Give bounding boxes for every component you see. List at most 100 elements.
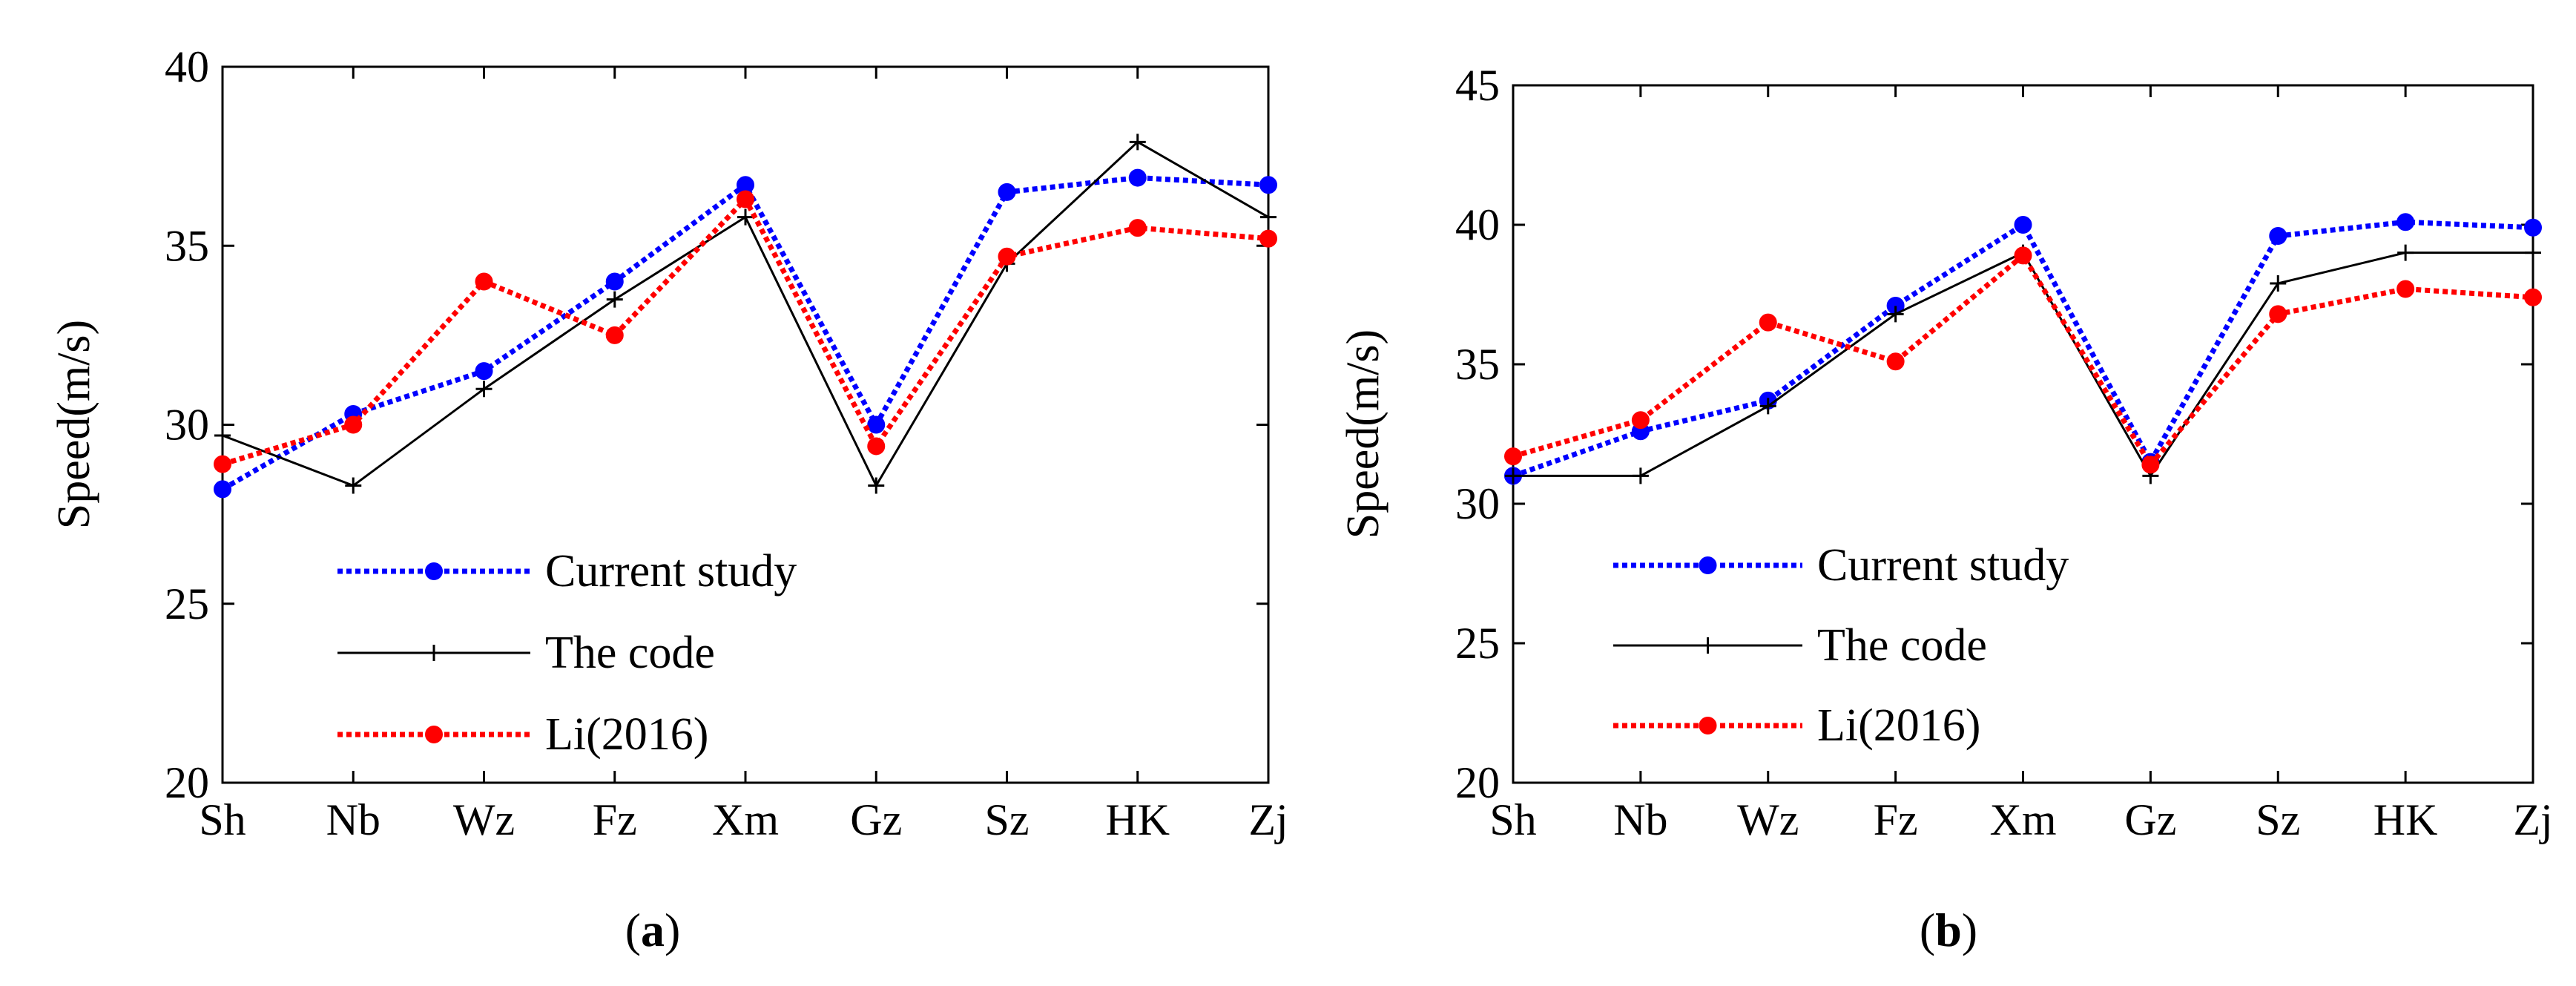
- x-tick-label: Sh: [199, 795, 246, 844]
- data-point: [998, 247, 1016, 266]
- legend: Current study The code Li(2016): [1613, 540, 2069, 751]
- y-tick-label: 20: [1455, 758, 1500, 807]
- data-point: [2141, 456, 2160, 474]
- y-tick-label: 40: [1455, 200, 1500, 249]
- data-point: [1631, 411, 1650, 430]
- y-axis-title: Speed(m/s): [49, 320, 99, 529]
- x-tick-label: Nb: [326, 795, 381, 844]
- panel-label: (a): [625, 904, 681, 956]
- legend-label: Li(2016): [545, 709, 708, 760]
- data-point: [2014, 216, 2032, 234]
- y-tick-label: 35: [165, 221, 209, 270]
- x-tick-label: Wz: [453, 795, 515, 844]
- y-axis-title: Speed(m/s): [1338, 329, 1389, 539]
- legend: Current study The code Li(2016): [337, 546, 797, 760]
- x-tick-label: Xm: [712, 795, 779, 844]
- legend-label: Current study: [545, 546, 797, 596]
- data-point: [2524, 218, 2542, 237]
- series-the-code: [214, 134, 1277, 494]
- data-point: [2524, 288, 2542, 306]
- series-line: [1512, 252, 2534, 467]
- data-point: [867, 437, 886, 456]
- data-point: [606, 291, 623, 308]
- x-tick-label: HK: [2374, 795, 2438, 844]
- data-point: [1129, 134, 1146, 151]
- x-tick-label: Zj: [2513, 795, 2552, 844]
- y-tick-label: 25: [165, 579, 209, 628]
- y-tick-label: 25: [1455, 619, 1500, 668]
- x-tick-label: Sh: [1489, 795, 1536, 844]
- x-tick-label: Sz: [2256, 795, 2300, 844]
- data-point: [214, 480, 231, 499]
- x-tick-label: Gz: [2124, 795, 2176, 844]
- data-point: [1759, 398, 1776, 415]
- series-li-2016: [1504, 246, 2542, 474]
- data-point: [2397, 213, 2415, 231]
- data-point: [605, 326, 624, 344]
- data-point: [345, 477, 362, 494]
- data-point: [1886, 352, 1905, 371]
- x-tick-label: Sz: [985, 795, 1030, 844]
- y-tick-label: 20: [165, 758, 209, 807]
- series-line: [221, 197, 1269, 467]
- data-point: [2269, 305, 2287, 323]
- legend-label: Li(2016): [1817, 700, 1980, 751]
- data-point: [1259, 229, 1277, 248]
- data-point: [1759, 313, 1777, 332]
- x-tick-label: Fz: [1874, 795, 1918, 844]
- plot-frame: [1512, 84, 2534, 784]
- data-point: [1128, 168, 1147, 187]
- series-line: [1513, 252, 2533, 477]
- legend-marker: [1699, 556, 1717, 574]
- y-tick-label: 40: [165, 42, 209, 91]
- x-tick-label: Xm: [1990, 795, 2057, 844]
- legend-label: The code: [545, 628, 715, 678]
- data-point: [344, 415, 363, 434]
- series-line: [1512, 219, 2534, 479]
- legend-marker: [425, 726, 443, 743]
- series-current-study: [214, 168, 1277, 499]
- legend-marker: [1699, 717, 1717, 734]
- panel-label-open: (: [625, 904, 641, 956]
- data-point: [475, 362, 493, 381]
- data-point: [737, 208, 754, 226]
- series-the-code: [1505, 244, 2541, 484]
- data-point: [1632, 467, 1649, 484]
- x-tick-label: Gz: [850, 795, 902, 844]
- y-tick-label: 45: [1455, 61, 1500, 110]
- x-tick-label: Wz: [1737, 795, 1799, 844]
- data-point: [737, 190, 754, 208]
- panel-b: 20 25 30 35 40 45 Sh Nb Wz Fz Xm Gz Sz HK Zj Speed(m/s)…: [1338, 61, 2553, 956]
- legend-marker: [425, 562, 443, 580]
- legend-marker: [1699, 637, 1716, 654]
- legend-label: Current study: [1817, 540, 2069, 591]
- legend-marker: [426, 645, 442, 661]
- panel-label-letter: b: [1935, 904, 1962, 956]
- data-point: [2397, 244, 2414, 261]
- data-point: [1505, 467, 1521, 484]
- data-point: [868, 477, 885, 494]
- data-point: [2397, 280, 2415, 298]
- data-point: [1259, 176, 1277, 194]
- data-point: [2014, 246, 2032, 265]
- data-point: [1887, 306, 1904, 323]
- legend-label: The code: [1817, 620, 1987, 671]
- series-li-2016: [214, 190, 1277, 473]
- y-tick-label: 35: [1455, 340, 1500, 389]
- data-point: [1504, 447, 1522, 466]
- y-tick-label: 30: [165, 401, 209, 450]
- data-point: [867, 415, 886, 434]
- y-tick-label: 30: [1455, 479, 1500, 528]
- panel-label-close: ): [665, 904, 680, 956]
- panel-label: (b): [1920, 904, 1977, 956]
- data-point: [1128, 219, 1147, 237]
- data-point: [2525, 244, 2541, 261]
- panel-label-open: (: [1920, 904, 1935, 956]
- plot-frame: [221, 65, 1270, 784]
- panel-a: 20 25 30 35 40 Sh Nb Wz Fz Xm Gz Sz HK Zj Speed(m/s) Cu…: [49, 42, 1288, 956]
- data-point: [475, 381, 493, 398]
- data-point: [1260, 208, 1277, 226]
- x-tick-label: Zj: [1248, 795, 1288, 844]
- x-tick-label: HK: [1105, 795, 1170, 844]
